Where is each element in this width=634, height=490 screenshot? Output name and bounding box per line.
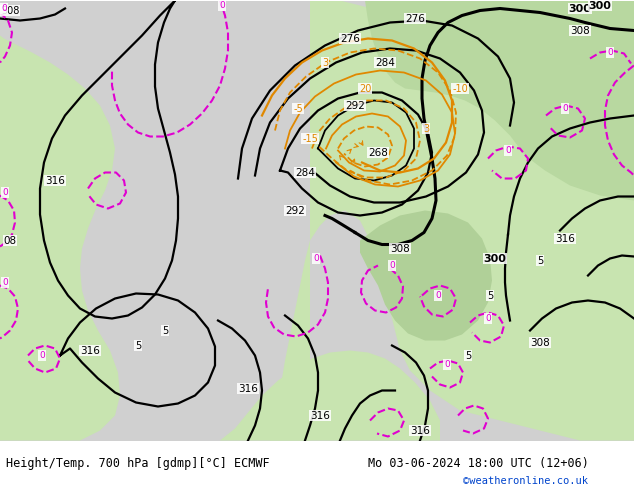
Text: 284: 284 [375,57,395,68]
Text: 5: 5 [162,325,168,336]
Text: 316: 316 [410,425,430,436]
Text: 292: 292 [345,100,365,111]
Text: -15: -15 [302,133,318,144]
Text: 308: 308 [570,25,590,35]
Text: 308: 308 [530,338,550,347]
Text: 276: 276 [405,14,425,24]
Text: 284: 284 [295,168,315,177]
Text: 5: 5 [537,255,543,266]
Polygon shape [360,211,492,341]
Polygon shape [0,350,440,441]
Text: 300: 300 [569,3,592,14]
Text: 316: 316 [310,411,330,420]
Text: 316: 316 [238,384,258,393]
Text: ©weatheronline.co.uk: ©weatheronline.co.uk [463,476,588,486]
Text: 308: 308 [1,5,19,16]
Text: 0: 0 [2,188,8,197]
Text: 3: 3 [423,123,429,133]
Text: 268: 268 [368,147,388,157]
Text: 316: 316 [45,175,65,186]
Text: 0: 0 [607,48,613,57]
Polygon shape [270,0,634,441]
Text: 5: 5 [487,291,493,300]
Text: 0: 0 [389,261,395,270]
Text: 0: 0 [313,254,319,263]
Polygon shape [0,0,120,441]
Text: 0: 0 [1,4,7,13]
Text: 292: 292 [285,205,305,216]
Text: 300: 300 [588,0,611,10]
Text: 0: 0 [485,314,491,323]
Text: 0: 0 [435,291,441,300]
Text: 316: 316 [80,345,100,356]
Text: -10: -10 [452,83,468,94]
Text: 5: 5 [465,350,471,361]
Text: 308: 308 [390,244,410,253]
Text: 3: 3 [322,57,328,68]
Text: 300: 300 [484,253,507,264]
Text: 276: 276 [340,33,360,44]
Text: 0: 0 [505,146,511,155]
Text: 20: 20 [359,83,371,94]
Polygon shape [365,0,634,200]
Text: -5: -5 [293,103,303,114]
Text: 0: 0 [444,360,450,369]
Text: 08: 08 [3,236,16,245]
Text: 316: 316 [555,234,575,244]
Text: Height/Temp. 700 hPa [gdmp][°C] ECMWF: Height/Temp. 700 hPa [gdmp][°C] ECMWF [6,457,270,469]
Text: Mo 03-06-2024 18:00 UTC (12+06): Mo 03-06-2024 18:00 UTC (12+06) [368,457,588,469]
Text: 5: 5 [135,341,141,350]
Text: 0: 0 [219,1,225,10]
Text: 0: 0 [2,278,8,287]
Text: 0: 0 [39,351,45,360]
Text: 0: 0 [562,104,568,113]
